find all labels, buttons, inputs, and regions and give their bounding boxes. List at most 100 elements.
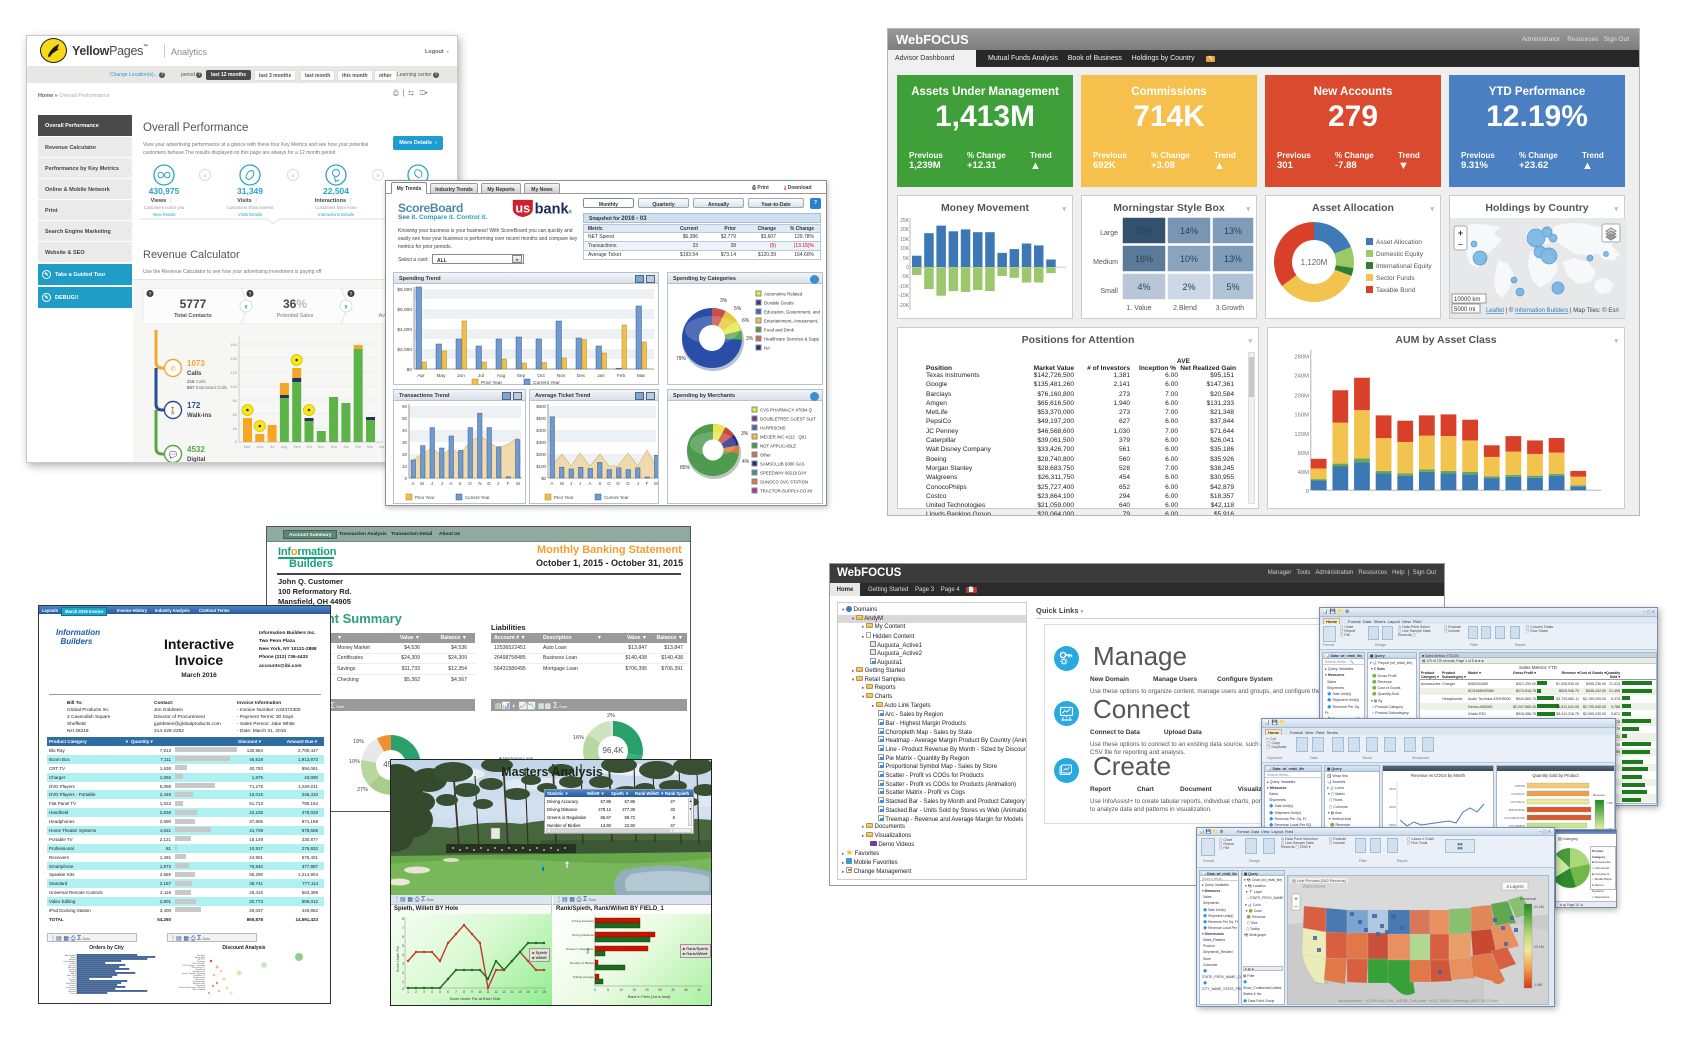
svg-text:Stat: Stat: [586, 948, 590, 954]
svg-text:🚶: 🚶: [169, 406, 178, 415]
svg-text:Prague: Prague: [69, 978, 77, 981]
svg-text:-20K: -20K: [898, 303, 909, 309]
svg-text:5%: 5%: [1226, 282, 1239, 292]
svg-text:Jul: Jul: [478, 373, 484, 379]
svg-text:M: M: [516, 481, 520, 486]
svg-text:DXV765LCF: DXV765LCF: [1510, 800, 1525, 804]
svg-text:150K: 150K: [1389, 823, 1396, 827]
svg-text:Healthcare Services & Supp: Healthcare Services & Supp: [764, 337, 819, 342]
svg-text:80M: 80M: [1298, 451, 1310, 457]
svg-text:Current Year: Current Year: [465, 495, 490, 500]
svg-text:$500: $500: [536, 416, 546, 421]
svg-text:DTGX5LCF: DTGX5LCF: [1511, 792, 1525, 796]
svg-text:11: 11: [486, 990, 490, 994]
svg-text:Taxable Bond: Taxable Bond: [1376, 287, 1416, 294]
svg-text:41.1M: 41.1M: [1534, 905, 1544, 909]
svg-text:4: 4: [402, 953, 404, 957]
svg-text:Customers notice you: Customers notice you: [144, 205, 185, 210]
svg-text:JVC GSMP70: JVC GSMP70: [1509, 824, 1526, 828]
svg-text:Automotive Related: Automotive Related: [764, 292, 803, 297]
svg-text:5777: 5777: [180, 297, 207, 311]
svg-text:$300: $300: [536, 440, 546, 445]
svg-text:Dublin: Dublin: [70, 963, 77, 965]
svg-text:12.1M: 12.1M: [1534, 945, 1544, 949]
svg-text:Vancouver: Vancouver: [1302, 884, 1326, 890]
svg-text:View Details: View Details: [153, 212, 176, 217]
svg-text:12: 12: [494, 990, 498, 994]
svg-text:Berlin: Berlin: [70, 956, 76, 959]
svg-text:2: 2: [402, 971, 404, 975]
svg-text:Sept: Sept: [293, 445, 300, 449]
svg-text:5000 mi: 5000 mi: [1454, 307, 1475, 313]
svg-text:Revenue: Revenue: [1593, 793, 1605, 797]
svg-text:200K: 200K: [1389, 805, 1396, 809]
svg-text:–: –: [1458, 239, 1463, 249]
svg-text:TRACTOR-SUPPLY-CO #0: TRACTOR-SUPPLY-CO #0: [760, 489, 813, 494]
svg-text:Asset Allocation: Asset Allocation: [1376, 239, 1422, 246]
svg-text:0: 0: [405, 476, 408, 481]
svg-text:20: 20: [402, 452, 407, 457]
svg-text:3: 3: [423, 990, 425, 994]
svg-text:Home Theater Systems: Home Theater Systems: [182, 972, 206, 975]
svg-text:0: 0: [235, 439, 238, 444]
svg-text:A: A: [551, 481, 554, 486]
svg-text:14: 14: [510, 990, 514, 994]
svg-text:us: us: [515, 201, 530, 216]
svg-text:O: O: [468, 481, 472, 486]
svg-text:4: 4: [431, 990, 433, 994]
svg-text:240M: 240M: [1294, 374, 1309, 380]
svg-text:7,788: 7,788: [1606, 801, 1613, 805]
svg-text:Apr: Apr: [417, 373, 425, 379]
svg-text:5%: 5%: [734, 306, 742, 312]
svg-text:10%: 10%: [1180, 254, 1198, 264]
svg-text:96,4K: 96,4K: [603, 746, 625, 755]
svg-text:Sep: Sep: [517, 373, 526, 379]
svg-text:Apr: Apr: [379, 445, 385, 449]
svg-text:Flat Panel TV: Flat Panel TV: [192, 966, 206, 969]
svg-text:Feb: Feb: [617, 373, 626, 379]
svg-text:Leaflet | © Information Builde: Leaflet | © Information Builders | Map T…: [1486, 307, 1619, 314]
svg-text:13%: 13%: [1224, 254, 1242, 264]
svg-text:💬: 💬: [169, 450, 178, 459]
svg-text:857 Estimated Calls: 857 Estimated Calls: [187, 385, 228, 390]
svg-text:-15K: -15K: [898, 293, 909, 299]
svg-text:F: F: [646, 481, 649, 486]
svg-text:3%: 3%: [720, 298, 728, 304]
svg-text:S: S: [459, 481, 462, 486]
svg-text:0: 0: [594, 988, 596, 992]
svg-text:1.4M: 1.4M: [1534, 983, 1542, 987]
svg-text:2.Blend: 2.Blend: [1173, 305, 1197, 312]
svg-text:Other: Other: [760, 453, 771, 458]
svg-text:F: F: [507, 481, 510, 486]
svg-text:Receivers: Receivers: [195, 978, 206, 981]
svg-text:Total Contacts: Total Contacts: [174, 313, 212, 319]
svg-text:J: J: [637, 481, 639, 486]
svg-text:International Equity: International Equity: [1376, 263, 1432, 270]
svg-text:Potential Sales: Potential Sales: [277, 313, 314, 319]
svg-text:Walk-ins: Walk-ins: [187, 413, 212, 419]
svg-text:A: A: [589, 481, 592, 486]
svg-text:4%: 4%: [1137, 282, 1150, 292]
svg-text:S: S: [599, 481, 602, 486]
svg-text:Milan: Milan: [71, 973, 77, 975]
svg-text:35: 35: [684, 988, 688, 992]
svg-text:SAMSCLUB 6380 GAS: SAMSCLUB 6380 GAS: [760, 462, 805, 467]
svg-text:60: 60: [233, 412, 238, 417]
svg-text:120: 120: [230, 370, 237, 375]
svg-text:A: A: [450, 481, 453, 486]
svg-text:20: 20: [645, 988, 649, 992]
svg-text:London: London: [69, 969, 77, 971]
svg-text:HARRISONS: HARRISONS: [760, 426, 786, 431]
svg-text:Small: Small: [1100, 288, 1118, 295]
svg-text:Oct: Oct: [306, 445, 311, 449]
svg-text:250K: 250K: [1389, 787, 1396, 791]
svg-text:Handheld: Handheld: [196, 969, 206, 971]
svg-text:Rome: Rome: [70, 981, 77, 983]
svg-text:J: J: [570, 481, 572, 486]
svg-text:N: N: [616, 481, 619, 486]
svg-text:DVD Players: DVD Players: [192, 962, 205, 965]
svg-text:Domestic Equity: Domestic Equity: [1376, 251, 1424, 258]
svg-text:10: 10: [478, 990, 482, 994]
svg-text:$200: $200: [536, 452, 546, 457]
svg-text:–: –: [1294, 904, 1298, 910]
